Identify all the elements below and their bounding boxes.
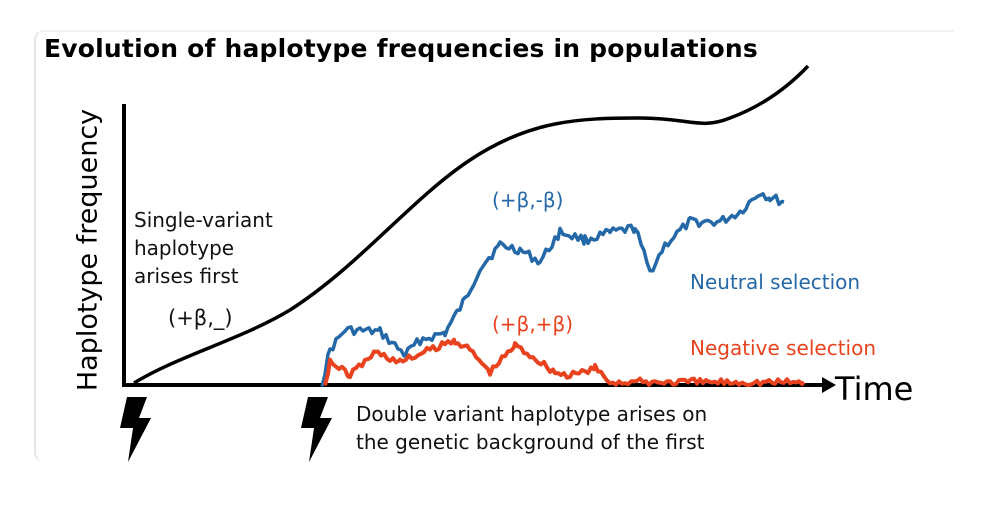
single-variant-text-1: Single-variant [134,208,273,232]
negative-selection-trajectory [323,337,806,388]
x-axis-label: Time [835,370,914,408]
single-variant-label: (+β,_) [168,306,233,330]
x-axis-arrow [822,377,836,393]
double-variant-text-1: Double variant haplotype arises on [356,402,708,426]
single-variant-text-2: haplotype [134,236,235,260]
diagram-title: Evolution of haplotype frequencies in po… [44,34,758,63]
frame-border [34,30,954,462]
single-variant-text-3: arises first [134,264,239,288]
negative-selection-label: Negative selection [690,336,877,360]
lightning-bolt-icon [120,397,151,462]
negative-haplotype-label: (+β,+β) [492,312,574,336]
neutral-haplotype-label: (+β,-β) [492,188,564,212]
double-variant-text-2: the genetic background of the first [356,430,705,454]
neutral-selection-trajectory [320,192,785,387]
single-variant-curve [133,64,810,385]
y-axis-label: Haplotype frequency [72,108,104,392]
lightning-bolt-icon [301,397,332,462]
neutral-selection-label: Neutral selection [690,270,861,294]
